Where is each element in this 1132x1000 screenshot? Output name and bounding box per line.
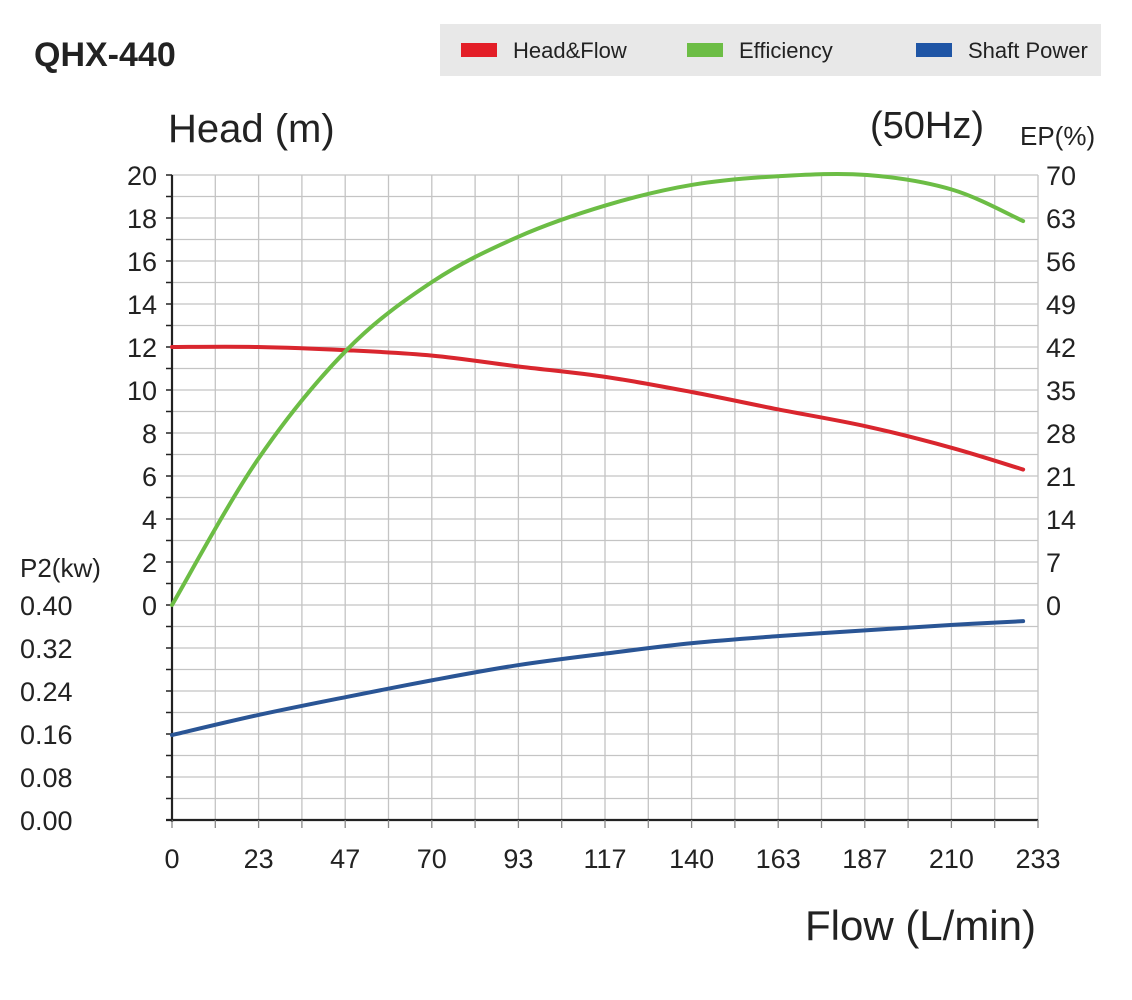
power-tick-label: 0.40 <box>20 591 73 621</box>
head-tick-label: 14 <box>127 290 157 320</box>
head-tick-label: 8 <box>142 419 157 449</box>
legend-label: Shaft Power <box>968 38 1088 63</box>
power-tick-label: 0.08 <box>20 763 73 793</box>
legend: Head&Flow Efficiency Shaft Power <box>461 38 1088 63</box>
ep-tick-label: 0 <box>1046 591 1061 621</box>
legend-label: Efficiency <box>739 38 833 63</box>
x-tick-label: 163 <box>756 844 801 874</box>
x-tick-label: 233 <box>1015 844 1060 874</box>
ep-tick-label: 28 <box>1046 419 1076 449</box>
ep-tick-label: 21 <box>1046 462 1076 492</box>
tick-labels: 0 23 47 70 93 117 140 163 187 210 2332018161412108… <box>20 161 1076 874</box>
head-tick-label: 12 <box>127 333 157 363</box>
axes <box>166 174 1039 828</box>
head-tick-label: 6 <box>142 462 157 492</box>
head-tick-label: 10 <box>127 376 157 406</box>
ep-tick-label: 70 <box>1046 161 1076 191</box>
head-tick-label: 20 <box>127 161 157 191</box>
ep-tick-label: 63 <box>1046 204 1076 234</box>
power-tick-label: 0.16 <box>20 720 73 750</box>
x-tick-label: 47 <box>330 844 360 874</box>
ep-tick-label: 7 <box>1046 548 1061 578</box>
head-tick-label: 0 <box>142 591 157 621</box>
x-tick-label: 0 <box>164 844 179 874</box>
grid <box>172 174 1039 820</box>
x-tick-label: 140 <box>669 844 714 874</box>
series-efficiency <box>170 171 1026 607</box>
ep-tick-label: 42 <box>1046 333 1076 363</box>
legend-swatch <box>916 43 952 57</box>
series-shaft-power <box>170 619 1026 738</box>
series-head-flow <box>170 344 1026 472</box>
x-axis-label: Flow (L/min) <box>805 902 1036 949</box>
series-lines <box>170 171 1026 738</box>
x-tick-label: 210 <box>929 844 974 874</box>
y-axis-power-label: P2(kw) <box>20 553 101 583</box>
head-tick-label: 4 <box>142 505 157 535</box>
x-tick-label: 23 <box>244 844 274 874</box>
ep-tick-label: 35 <box>1046 376 1076 406</box>
y-axis-right-label: EP(%) <box>1020 121 1095 151</box>
ep-tick-label: 14 <box>1046 505 1076 535</box>
legend-label: Head&Flow <box>513 38 627 63</box>
head-tick-label: 18 <box>127 204 157 234</box>
x-tick-label: 187 <box>842 844 887 874</box>
head-tick-label: 2 <box>142 548 157 578</box>
legend-box <box>440 24 1101 76</box>
power-tick-label: 0.24 <box>20 677 73 707</box>
legend-swatch <box>461 43 497 57</box>
ep-tick-label: 56 <box>1046 247 1076 277</box>
ep-tick-label: 49 <box>1046 290 1076 320</box>
power-tick-label: 0.32 <box>20 634 73 664</box>
frequency-label: (50Hz) <box>870 105 984 147</box>
x-tick-label: 93 <box>503 844 533 874</box>
y-axis-left-label: Head (m) <box>168 107 335 151</box>
x-tick-label: 70 <box>417 844 447 874</box>
legend-swatch <box>687 43 723 57</box>
x-tick-label: 117 <box>583 844 626 874</box>
head-tick-label: 16 <box>127 247 157 277</box>
chart-title: QHX-440 <box>34 36 176 74</box>
power-tick-label: 0.00 <box>20 806 73 836</box>
